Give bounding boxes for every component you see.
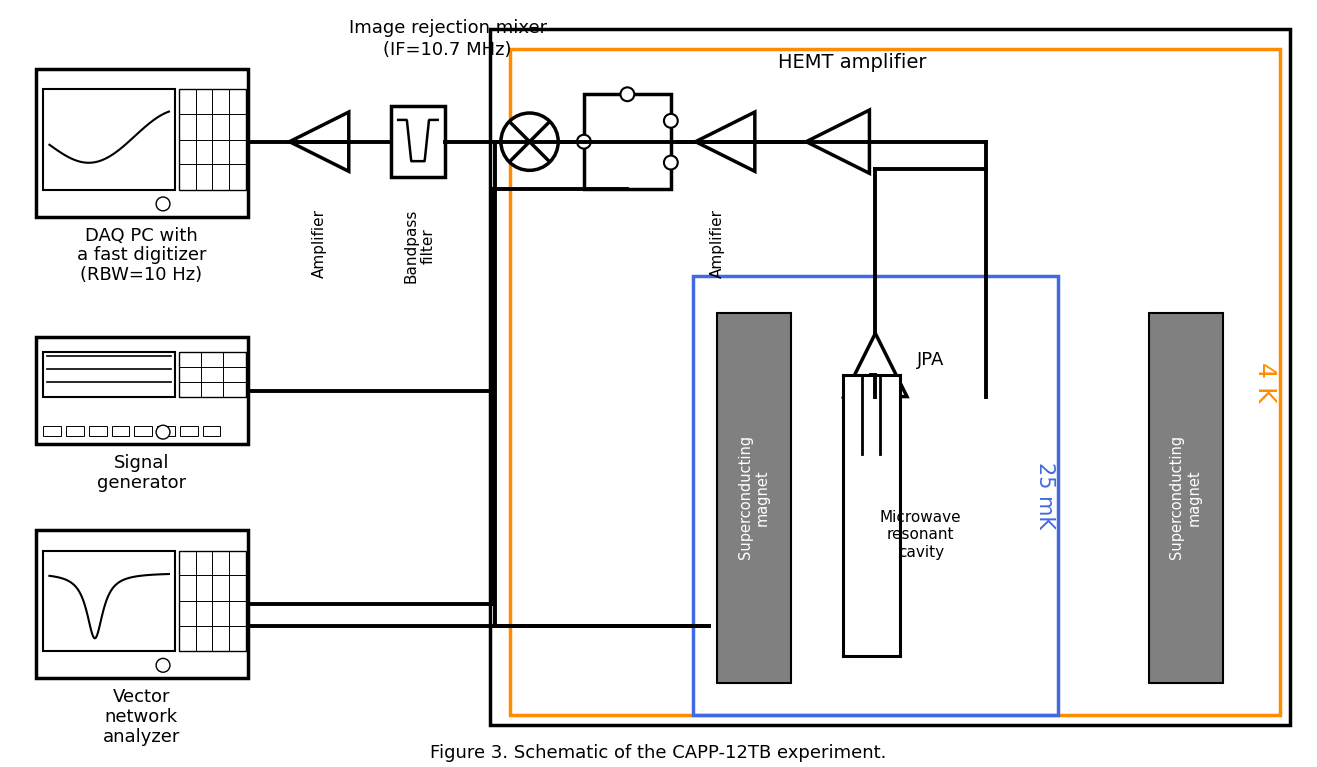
Polygon shape [806,110,869,173]
Bar [90,426,107,436]
Text: analyzer: analyzer [103,728,180,746]
Text: DAQ PC with: DAQ PC with [84,226,198,245]
Bar [36,68,248,217]
Bar [43,551,175,651]
Text: (RBW=10 Hz): (RBW=10 Hz) [80,266,203,284]
Bar [179,352,246,397]
Polygon shape [844,334,907,397]
Bar [203,426,220,436]
Text: HEMT amplifier: HEMT amplifier [778,53,927,72]
Text: 25 mK: 25 mK [1035,462,1055,529]
Bar [693,276,1058,715]
Bar [1148,313,1223,683]
Text: Amplifier: Amplifier [710,209,724,278]
Text: 4 K: 4 K [1252,361,1276,402]
Circle shape [157,425,170,439]
Polygon shape [290,112,349,171]
Bar [134,426,153,436]
Text: a fast digitizer: a fast digitizer [76,246,205,265]
Bar [36,530,248,678]
Bar [490,29,1291,725]
Bar [843,375,900,657]
Text: (IF=10.7 MHz): (IF=10.7 MHz) [383,41,512,59]
Bar [583,94,670,189]
Text: Image rejection mixer: Image rejection mixer [349,19,547,37]
Text: Microwave
resonant
cavity: Microwave resonant cavity [880,510,961,560]
Polygon shape [695,112,755,171]
Circle shape [664,156,678,170]
Circle shape [664,114,678,128]
Circle shape [157,658,170,672]
Text: generator: generator [96,474,186,492]
Bar [112,426,129,436]
Bar [510,49,1280,715]
Text: Signal: Signal [113,454,169,472]
Text: Figure 3. Schematic of the CAPP-12TB experiment.: Figure 3. Schematic of the CAPP-12TB exp… [429,744,886,762]
Bar [179,551,246,651]
Circle shape [500,113,558,170]
Bar [36,337,248,444]
Text: Amplifier: Amplifier [312,209,327,278]
Bar [157,426,175,436]
Bar [43,89,175,190]
Circle shape [157,197,170,211]
Circle shape [577,135,591,149]
Bar [391,106,445,177]
Circle shape [620,87,635,101]
Text: Bandpass
filter: Bandpass filter [404,209,436,283]
Text: network: network [105,708,178,726]
Bar [66,426,84,436]
Bar [718,313,792,683]
Bar [43,352,175,397]
Text: Vector: Vector [112,688,170,706]
Text: Superconducting
magnet: Superconducting magnet [738,436,770,559]
Bar [43,426,62,436]
Text: JPA: JPA [917,351,944,369]
Bar [180,426,198,436]
Text: Superconducting
magnet: Superconducting magnet [1169,436,1202,559]
Bar [179,89,246,190]
